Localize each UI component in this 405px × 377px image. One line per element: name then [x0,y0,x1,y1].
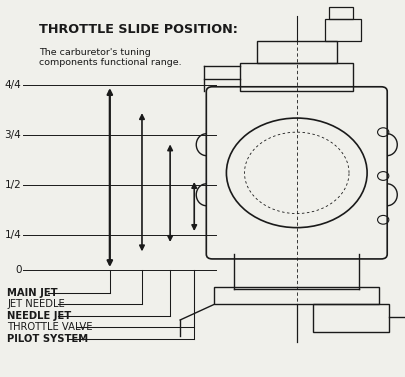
Bar [324,20,360,41]
Text: NEEDLE JET: NEEDLE JET [7,311,71,320]
Bar [328,7,352,20]
Text: JET NEEDLE: JET NEEDLE [7,299,65,309]
Bar [312,304,388,333]
Bar [240,63,352,92]
Text: The carburetor's tuning
components functional range.: The carburetor's tuning components funct… [39,48,182,67]
Text: THROTTLE SLIDE POSITION:: THROTTLE SLIDE POSITION: [39,23,238,36]
Text: 3/4: 3/4 [4,130,21,140]
Text: 4/4: 4/4 [4,80,21,90]
Text: THROTTLE VALVE: THROTTLE VALVE [7,322,93,332]
Bar [214,287,378,304]
Text: 0: 0 [15,265,21,275]
Text: PILOT SYSTEM: PILOT SYSTEM [7,334,88,344]
Text: MAIN JET: MAIN JET [7,288,58,298]
Bar [256,41,336,63]
Text: 1/4: 1/4 [4,230,21,241]
Text: 1/2: 1/2 [4,180,21,190]
